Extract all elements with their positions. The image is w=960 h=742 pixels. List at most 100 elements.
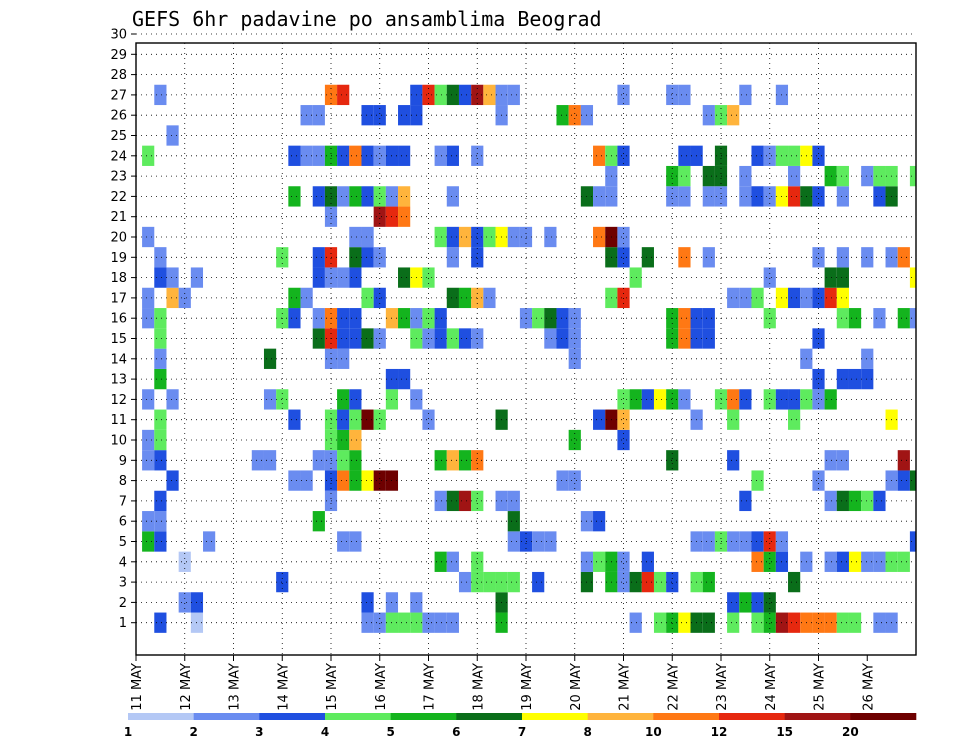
colorbar-label: 5 bbox=[386, 725, 394, 739]
y-tick-label: 22 bbox=[110, 190, 127, 205]
heatmap-cell bbox=[142, 531, 155, 552]
y-tick-label: 16 bbox=[110, 312, 127, 327]
heatmap-cell bbox=[142, 287, 155, 309]
x-tick-label: 26 MAY bbox=[861, 663, 876, 711]
heatmap-cell bbox=[897, 247, 910, 268]
heatmap-cell bbox=[361, 287, 374, 309]
heatmap-cell bbox=[836, 551, 849, 572]
heatmap-cell bbox=[812, 368, 825, 390]
heatmap-cell bbox=[361, 409, 374, 430]
heatmap-cell bbox=[556, 308, 569, 329]
colorbar-label: 12 bbox=[711, 725, 728, 739]
heatmap-cell bbox=[556, 328, 569, 349]
heatmap-cell bbox=[154, 84, 167, 106]
heatmap-cell bbox=[836, 368, 849, 390]
heatmap-cell bbox=[361, 247, 374, 268]
heatmap-cell bbox=[897, 470, 910, 491]
heatmap-cell bbox=[349, 450, 362, 471]
heatmap-cell bbox=[641, 389, 654, 410]
heatmap-cell bbox=[276, 571, 289, 593]
heatmap-cell bbox=[909, 470, 916, 491]
heatmap-cell bbox=[361, 105, 374, 126]
heatmap-cell bbox=[337, 470, 350, 491]
heatmap-cell bbox=[653, 389, 667, 410]
heatmap-cell bbox=[678, 84, 691, 106]
heatmap-cell bbox=[263, 389, 277, 410]
heatmap-cell bbox=[593, 409, 606, 430]
y-tick-label: 5 bbox=[119, 535, 127, 550]
heatmap-cell bbox=[142, 450, 155, 471]
heatmap-cell bbox=[458, 328, 472, 349]
heatmap-cell bbox=[398, 206, 411, 227]
heatmap-cell bbox=[349, 328, 362, 349]
heatmap-cell bbox=[263, 450, 277, 471]
heatmap-cell bbox=[836, 287, 849, 309]
heatmap-cell bbox=[154, 429, 167, 451]
y-tick-label: 14 bbox=[110, 352, 127, 367]
gridlines bbox=[136, 33, 916, 655]
heatmap-cell bbox=[666, 165, 679, 187]
heatmap-cell bbox=[848, 551, 862, 572]
heatmap-cell bbox=[739, 490, 752, 512]
heatmap-cell bbox=[593, 186, 606, 207]
heatmap-cell bbox=[361, 186, 374, 207]
heatmap-cell bbox=[617, 571, 630, 593]
x-tick-label: 13 MAY bbox=[228, 663, 243, 711]
heatmap-cell bbox=[751, 186, 764, 207]
heatmap-cell bbox=[446, 450, 459, 471]
heatmap-cell bbox=[836, 450, 849, 471]
heatmap-cell bbox=[641, 551, 654, 572]
y-tick-label: 15 bbox=[110, 332, 127, 347]
heatmap-cell bbox=[824, 389, 837, 410]
x-axis: 11 MAY 12 MAY 13 MAY 14 MAY 15 MAY 16 MAY 17 M… bbox=[130, 655, 876, 711]
y-tick-label: 28 bbox=[110, 68, 127, 83]
heatmap-cell bbox=[142, 429, 155, 451]
heatmap-cell bbox=[617, 429, 630, 451]
heatmap-cell bbox=[337, 531, 350, 552]
y-tick-label: 20 bbox=[110, 231, 127, 246]
heatmap-cell bbox=[861, 165, 874, 187]
heatmap-cell bbox=[483, 226, 496, 248]
heatmap-cell bbox=[836, 247, 849, 268]
heatmap-cell bbox=[678, 186, 691, 207]
heatmap-cell bbox=[678, 389, 691, 410]
heatmap-cell bbox=[873, 551, 886, 572]
heatmap-cell bbox=[471, 226, 484, 248]
colorbar-swatch bbox=[522, 713, 588, 720]
heatmap-cell bbox=[861, 348, 874, 369]
heatmap-cell bbox=[629, 571, 642, 593]
heatmap-cell bbox=[483, 84, 496, 106]
heatmap-cell bbox=[678, 328, 691, 349]
heatmap-cell bbox=[836, 612, 849, 633]
heatmap-cell bbox=[446, 612, 459, 633]
heatmap-cell bbox=[434, 328, 447, 349]
heatmap-cell bbox=[349, 308, 362, 329]
heatmap-cell bbox=[373, 145, 386, 166]
heatmap-cell bbox=[641, 247, 654, 268]
heatmap-cell bbox=[203, 531, 216, 552]
heatmap-cell bbox=[666, 84, 679, 106]
heatmap-cell bbox=[288, 186, 301, 207]
heatmap-cell bbox=[483, 571, 496, 593]
heatmap-cell bbox=[544, 308, 557, 329]
heatmap-cell bbox=[532, 571, 545, 593]
colorbar-swatch bbox=[850, 713, 917, 720]
heatmap-cell bbox=[873, 165, 886, 187]
heatmap-cell bbox=[471, 287, 484, 309]
heatmap-cell bbox=[617, 247, 630, 268]
heatmap-cell bbox=[434, 551, 447, 572]
heatmap-cell bbox=[678, 165, 691, 187]
heatmap-cell bbox=[617, 145, 630, 166]
y-tick-label: 24 bbox=[110, 149, 127, 164]
heatmap-cell bbox=[142, 308, 155, 329]
heatmap-cell bbox=[337, 84, 350, 106]
heatmap-cell bbox=[861, 551, 874, 572]
heatmap-cell bbox=[909, 267, 916, 288]
heatmap-cell bbox=[361, 592, 374, 613]
heatmap-cell bbox=[702, 186, 715, 207]
heatmap-cell bbox=[288, 287, 301, 309]
heatmap-cell bbox=[848, 612, 862, 633]
heatmap-cell bbox=[422, 84, 435, 106]
heatmap-cell bbox=[593, 511, 606, 532]
